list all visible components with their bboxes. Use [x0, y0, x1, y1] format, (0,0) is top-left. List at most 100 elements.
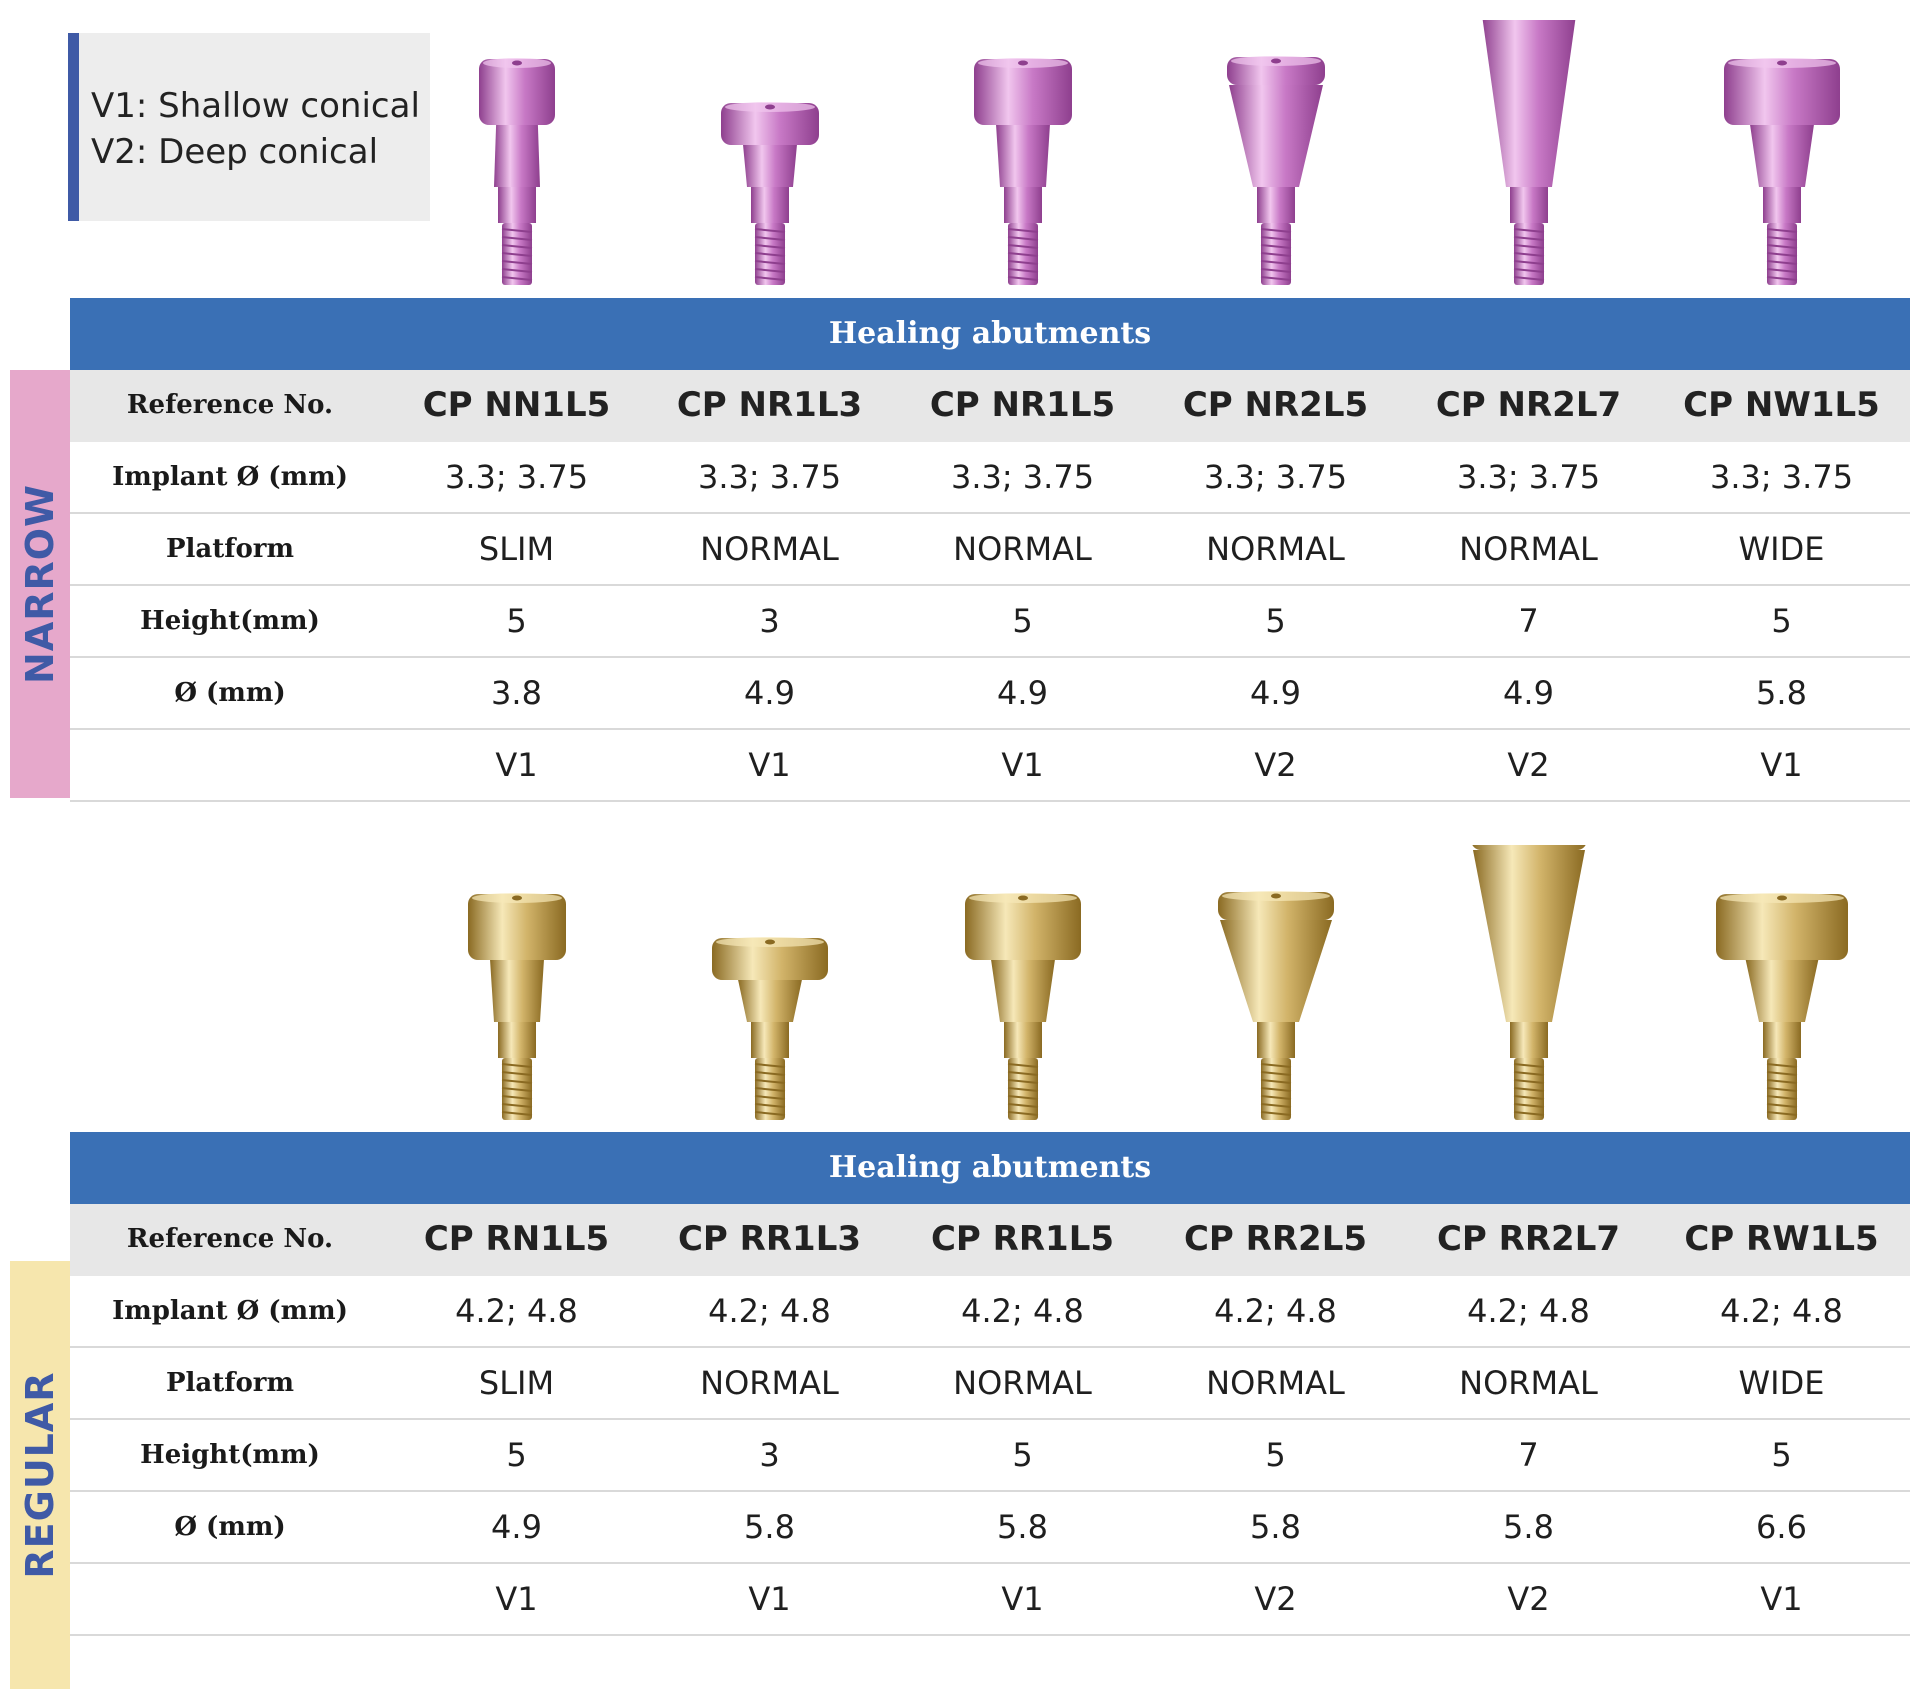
- table-cell: SLIM: [478, 1364, 555, 1402]
- table-cell: 3.3; 3.75: [1456, 458, 1601, 496]
- table-cell: 4.9: [997, 674, 1048, 712]
- table-cell: 6.6: [1756, 1508, 1807, 1546]
- row-label: Implant Ø (mm): [112, 1296, 348, 1326]
- table-cell: 5: [1265, 602, 1286, 640]
- table-cell: V1: [1001, 746, 1044, 784]
- table-cell: 4.9: [744, 674, 795, 712]
- table-cell: V1: [1760, 746, 1803, 784]
- table-cell: SLIM: [478, 530, 555, 568]
- table-cell: WIDE: [1738, 1364, 1825, 1402]
- table-cell: 5.8: [1503, 1508, 1554, 1546]
- table-cell: NORMAL: [1206, 530, 1345, 568]
- narrow-platform-row: Platform SLIM NORMAL NORMAL NORMAL NORMAL WIDE: [70, 514, 1910, 586]
- regular-sidebar: REGULAR: [10, 1261, 70, 1689]
- regular-reference-row: Reference No. CP RN1L5 CP RR1L3 CP RR1L5 CP …: [70, 1204, 1910, 1276]
- row-label: [70, 1564, 390, 1634]
- table-cell: 5.8: [744, 1508, 795, 1546]
- table-cell: V1: [495, 746, 538, 784]
- regular-table-header: Healing abutments: [70, 1132, 1910, 1204]
- row-label: Platform: [165, 1368, 295, 1398]
- row-label: [70, 730, 390, 800]
- table-cell: 4.9: [1250, 674, 1301, 712]
- legend-v1: V1: Shallow conical: [91, 86, 420, 126]
- regular-conical-type-row: V1 V1 V1 V2 V2 V1: [70, 1564, 1910, 1636]
- narrow-product-images: [0, 20, 1919, 295]
- row-label: Reference No.: [126, 390, 334, 420]
- narrow-section: NARROW Healing abutments Reference No. CP…: [0, 298, 1919, 803]
- legend-v2: V2: Deep conical: [91, 132, 379, 172]
- table-cell: 4.2; 4.8: [1720, 1292, 1843, 1330]
- regular-section: REGULAR Healing abutments Reference No. C…: [0, 1132, 1919, 1689]
- row-label: Height(mm): [140, 1440, 320, 1470]
- table-cell: V2: [1254, 746, 1297, 784]
- table-cell: 4.9: [1503, 674, 1554, 712]
- table-cell: CP NN1L5: [422, 385, 611, 425]
- table-cell: CP RR1L5: [930, 1219, 1115, 1259]
- table-cell: NORMAL: [953, 1364, 1092, 1402]
- table-cell: 4.2; 4.8: [1467, 1292, 1590, 1330]
- row-label: Ø (mm): [174, 678, 286, 708]
- table-cell: 4.2; 4.8: [455, 1292, 578, 1330]
- legend-box: V1: Shallow conical V2: Deep conical: [68, 33, 430, 221]
- regular-implant-diameter-row: Implant Ø (mm) 4.2; 4.8 4.2; 4.8 4.2; 4.8 4.…: [70, 1276, 1910, 1348]
- table-cell: CP NR1L5: [929, 385, 1116, 425]
- table-cell: NORMAL: [1459, 1364, 1598, 1402]
- table-cell: CP NW1L5: [1683, 385, 1880, 425]
- narrow-table-header: Healing abutments: [70, 298, 1910, 370]
- table-cell: NORMAL: [1206, 1364, 1345, 1402]
- table-cell: 5: [1771, 1436, 1792, 1474]
- table-cell: 5: [506, 602, 527, 640]
- table-cell: 5.8: [1250, 1508, 1301, 1546]
- regular-product-images: [0, 845, 1919, 1130]
- table-cell: 3: [759, 602, 780, 640]
- table-cell: 5: [1012, 602, 1033, 640]
- narrow-sidebar-label: NARROW: [18, 484, 62, 684]
- narrow-conical-type-row: V1 V1 V1 V2 V2 V1: [70, 730, 1910, 802]
- row-label: Implant Ø (mm): [112, 462, 348, 492]
- table-cell: V2: [1507, 746, 1550, 784]
- table-cell: 3: [759, 1436, 780, 1474]
- table-cell: 3.3; 3.75: [697, 458, 842, 496]
- table-cell: 7: [1518, 602, 1539, 640]
- table-cell: CP NR1L3: [676, 385, 863, 425]
- table-cell: CP RR2L7: [1436, 1219, 1621, 1259]
- table-cell: V1: [1001, 1580, 1044, 1618]
- table-cell: CP NR2L5: [1182, 385, 1369, 425]
- table-cell: NORMAL: [700, 1364, 839, 1402]
- table-cell: V2: [1254, 1580, 1297, 1618]
- table-cell: V1: [1760, 1580, 1803, 1618]
- table-cell: WIDE: [1738, 530, 1825, 568]
- narrow-implant-diameter-row: Implant Ø (mm) 3.3; 3.75 3.3; 3.75 3.3; 3.7…: [70, 442, 1910, 514]
- row-label: Reference No.: [126, 1224, 334, 1254]
- table-cell: CP RR1L3: [677, 1219, 862, 1259]
- table-cell: 3.8: [491, 674, 542, 712]
- table-cell: CP RR2L5: [1183, 1219, 1368, 1259]
- table-cell: 5: [1771, 602, 1792, 640]
- regular-diameter-row: Ø (mm) 4.9 5.8 5.8 5.8 5.8 6.6: [70, 1492, 1910, 1564]
- table-cell: 5.8: [997, 1508, 1048, 1546]
- table-cell: 5.8: [1756, 674, 1807, 712]
- table-cell: V2: [1507, 1580, 1550, 1618]
- table-cell: V1: [748, 746, 791, 784]
- table-cell: 3.3; 3.75: [444, 458, 589, 496]
- row-label: Platform: [165, 534, 295, 564]
- table-cell: 3.3; 3.75: [950, 458, 1095, 496]
- table-cell: 3.3; 3.75: [1203, 458, 1348, 496]
- table-cell: 5: [1265, 1436, 1286, 1474]
- table-cell: 7: [1518, 1436, 1539, 1474]
- table-cell: CP NR2L7: [1435, 385, 1622, 425]
- table-cell: 4.9: [491, 1508, 542, 1546]
- row-label: Height(mm): [140, 606, 320, 636]
- table-cell: 5: [1012, 1436, 1033, 1474]
- table-cell: 5: [506, 1436, 527, 1474]
- narrow-height-row: Height(mm) 5 3 5 5 7 5: [70, 586, 1910, 658]
- row-label: Ø (mm): [174, 1512, 286, 1542]
- regular-height-row: Height(mm) 5 3 5 5 7 5: [70, 1420, 1910, 1492]
- table-cell: NORMAL: [700, 530, 839, 568]
- table-cell: 4.2; 4.8: [961, 1292, 1084, 1330]
- regular-sidebar-label: REGULAR: [18, 1371, 62, 1579]
- regular-platform-row: Platform SLIM NORMAL NORMAL NORMAL NORMAL WIDE: [70, 1348, 1910, 1420]
- table-cell: V1: [495, 1580, 538, 1618]
- table-cell: 3.3; 3.75: [1709, 458, 1854, 496]
- table-cell: NORMAL: [953, 530, 1092, 568]
